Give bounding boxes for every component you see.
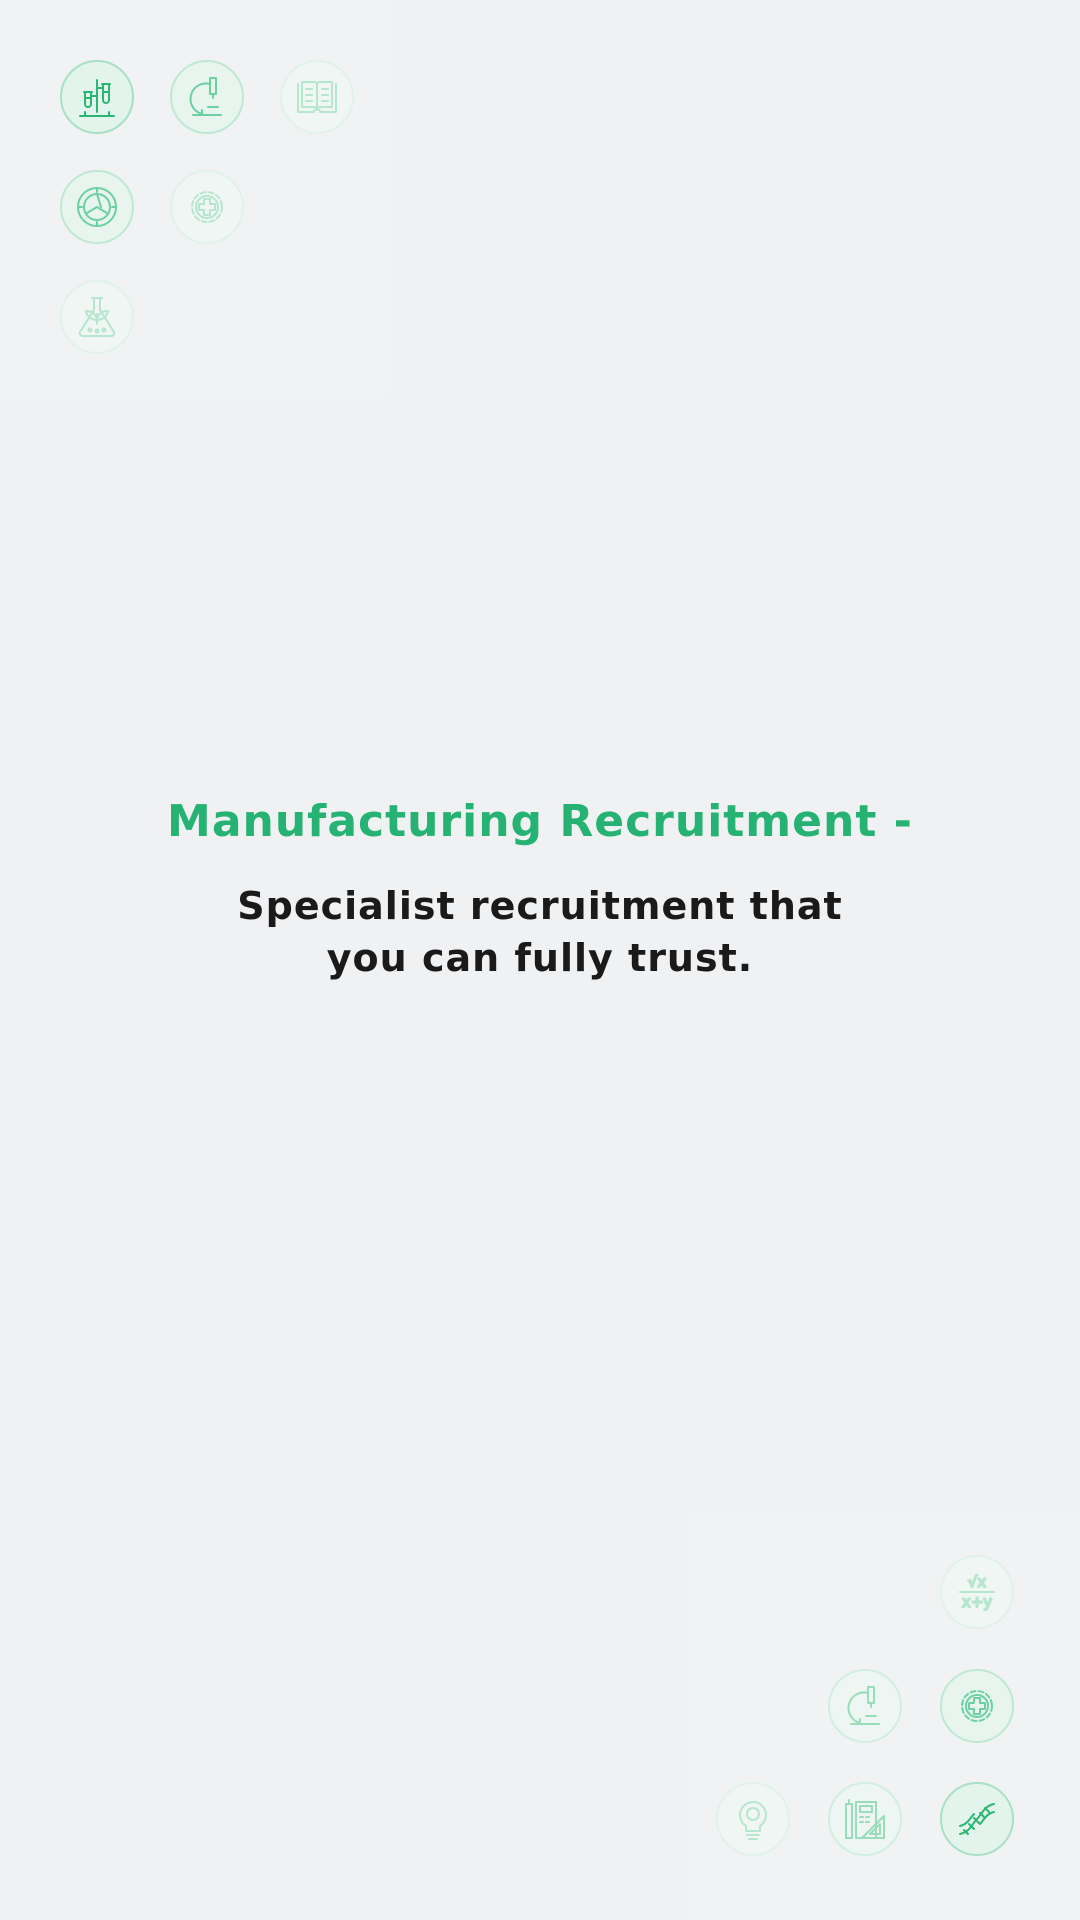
aperture-icon (60, 170, 134, 244)
gear-plus-icon (170, 170, 244, 244)
math-formula-icon: √x x+y (940, 1555, 1014, 1629)
calculator-ruler-icon (828, 1782, 902, 1856)
microscope-icon (170, 60, 244, 134)
formula-bottom: x+y (962, 1593, 992, 1611)
dna-icon (940, 1782, 1014, 1856)
formula-top: √x (968, 1573, 987, 1591)
book-icon (280, 60, 354, 134)
plant-flask-icon (60, 280, 134, 354)
lightbulb-icon (716, 1782, 790, 1856)
hero-title: Manufacturing Recruitment - (167, 796, 913, 847)
icon-cluster-top-left (0, 0, 390, 395)
hero-subtitle: Specialist recruitment that you can full… (0, 880, 1080, 984)
hero-subtitle-line-1: Specialist recruitment that (237, 884, 843, 928)
hero-subtitle-line-2: you can fully trust. (326, 936, 754, 980)
icon-cluster-bottom-right: √x x+y (690, 1515, 1080, 1920)
test-tubes-icon (60, 60, 134, 134)
gear-plus-icon (940, 1669, 1014, 1743)
microscope-icon (828, 1669, 902, 1743)
